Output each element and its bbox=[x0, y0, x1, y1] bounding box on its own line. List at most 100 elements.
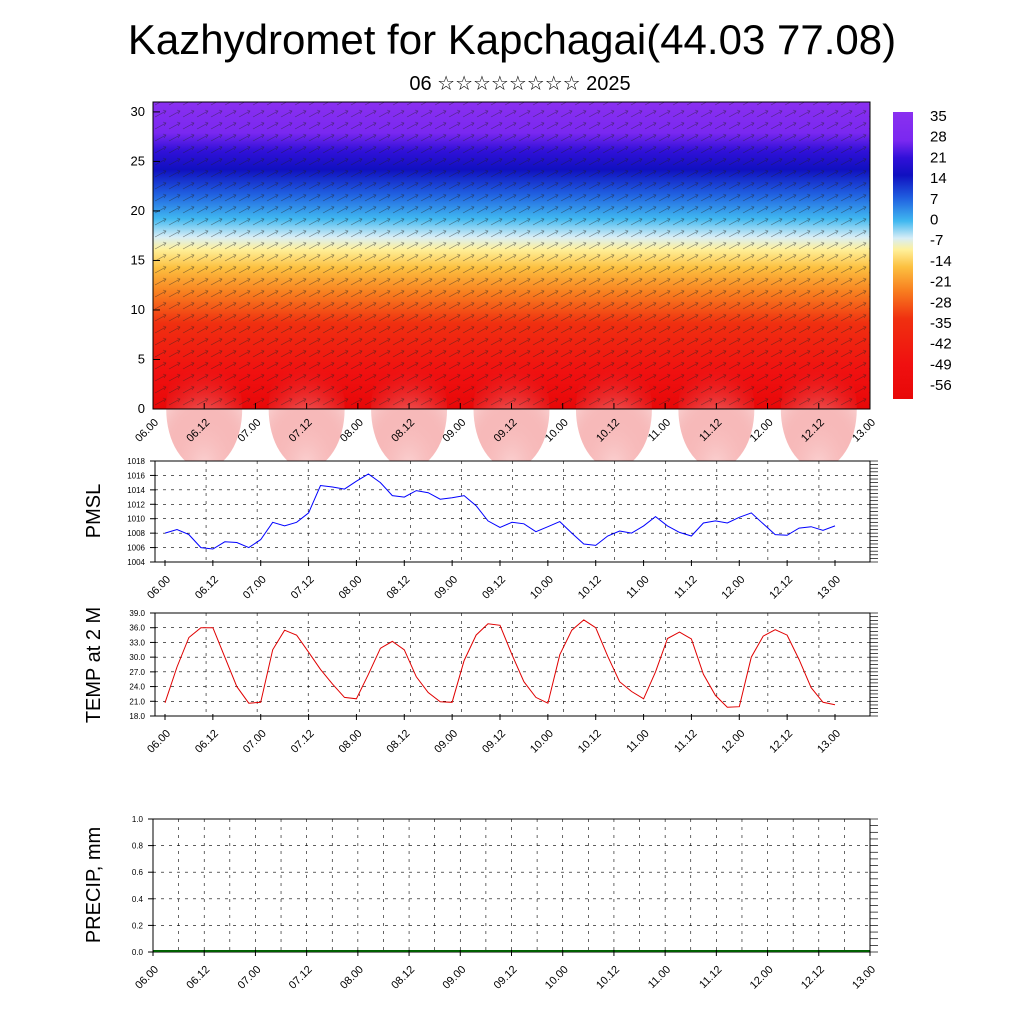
temp-x-tick-label: 10.00 bbox=[528, 728, 556, 756]
pmsl-y-tick-label: 1016 bbox=[127, 471, 145, 480]
colorbar-label: 0 bbox=[930, 212, 938, 229]
temp-x-tick-label: 07.00 bbox=[241, 728, 269, 756]
colorbar-label: 14 bbox=[930, 170, 947, 187]
precip-y-tick-label: 0.0 bbox=[132, 948, 144, 957]
precip-grid bbox=[153, 818, 878, 953]
pmsl-x-tick-label: 13.00 bbox=[815, 574, 843, 602]
temp-x-ticks: 06.00 06.12 07.00 07.12 08.00 08.12 09.00 09.12… bbox=[145, 714, 843, 756]
temp-x-tick-label: 06.00 bbox=[145, 728, 173, 756]
colorbar-label: -35 bbox=[930, 315, 952, 332]
temp-panel: 18.0 21.0 24.0 27.0 30.0 33.0 36.0 39.0 06.00 06… bbox=[83, 607, 878, 756]
temp-frame bbox=[154, 612, 871, 717]
pmsl-y-ticks: 1004 1006 1008 1010 1012 1014 1016 1018 bbox=[127, 457, 156, 567]
colorbar-ramp bbox=[893, 112, 913, 399]
pmsl-y-tick-label: 1004 bbox=[127, 558, 145, 567]
pmsl-x-tick-label: 10.12 bbox=[576, 574, 604, 602]
precip-x-tick-label: 07.00 bbox=[236, 964, 264, 992]
colorbar-label: -7 bbox=[930, 232, 943, 249]
precip-x-tick-label: 12.12 bbox=[799, 964, 827, 992]
pmsl-x-tick-label: 06.12 bbox=[193, 574, 221, 602]
pmsl-y-tick-label: 1018 bbox=[127, 457, 145, 466]
pmsl-x-tick-label: 12.00 bbox=[719, 574, 747, 602]
temp-x-tick-label: 13.00 bbox=[815, 728, 843, 756]
pmsl-x-tick-label: 08.00 bbox=[337, 574, 365, 602]
pmsl-x-ticks: 06.00 06.12 07.00 07.12 08.00 08.12 09.00 09.12… bbox=[145, 560, 843, 602]
precip-y-axis-label: PRECIP, mm bbox=[83, 827, 105, 943]
cross-section-y-tick-label: 10 bbox=[131, 302, 145, 317]
precip-panel: 0.00.20.40.60.81.0 06.00 06.12 07.00 07.12 0… bbox=[83, 815, 878, 992]
temp-x-tick-label: 06.12 bbox=[193, 728, 221, 756]
precip-x-ticks: 06.00 06.12 07.00 07.12 08.00 08.12 09.00 09.12… bbox=[133, 950, 878, 992]
colorbar: 35 28 21 14 7 0 -7 -14 -21 -28 -35 -42 -49 -56 bbox=[893, 108, 952, 399]
temp-y-tick-label: 39.0 bbox=[129, 609, 145, 618]
pmsl-x-tick-label: 11.00 bbox=[624, 574, 651, 601]
pmsl-y-tick-label: 1014 bbox=[127, 486, 145, 495]
colorbar-label: -28 bbox=[930, 294, 952, 311]
precip-x-tick-label: 10.12 bbox=[594, 964, 622, 992]
precip-x-tick-label: 08.00 bbox=[338, 964, 366, 992]
cross-section-y-tick-label: 5 bbox=[138, 351, 145, 366]
colorbar-label: -21 bbox=[930, 274, 952, 291]
temp-x-tick-label: 12.12 bbox=[767, 728, 795, 756]
cross-section-x-tick-label: 06.00 bbox=[133, 417, 161, 445]
temp-x-tick-label: 12.00 bbox=[719, 728, 747, 756]
temp-y-axis-label: TEMP at 2 M bbox=[83, 607, 105, 723]
pmsl-y-tick-label: 1006 bbox=[127, 544, 145, 553]
temp-x-tick-label: 11.00 bbox=[624, 728, 651, 755]
wind-barbs-overlay bbox=[153, 102, 870, 409]
temp-y-tick-label: 33.0 bbox=[129, 638, 145, 647]
precip-y-ticks: 0.0 0.2 0.4 0.6 0.8 1.0 bbox=[132, 815, 154, 957]
precip-x-tick-label: 09.12 bbox=[492, 964, 520, 992]
precip-x-tick-label: 06.00 bbox=[133, 964, 161, 992]
temp-x-tick-label: 09.12 bbox=[480, 728, 508, 756]
pmsl-x-tick-label: 06.00 bbox=[145, 574, 173, 602]
precip-y-tick-label: 0.4 bbox=[132, 895, 144, 904]
precip-x-tick-label: 11.00 bbox=[646, 964, 673, 991]
temp-x-tick-label: 08.00 bbox=[337, 728, 365, 756]
pmsl-y-tick-label: 1010 bbox=[127, 515, 145, 524]
pmsl-y-axis-label: PMSL bbox=[83, 484, 105, 538]
chart-subtitle: 06 ☆☆☆☆☆☆☆☆ 2025 bbox=[409, 73, 631, 95]
colorbar-labels: 35 28 21 14 7 0 -7 -14 -21 -28 -35 -42 -49 -56 bbox=[930, 108, 952, 394]
temp-y-tick-label: 21.0 bbox=[129, 697, 145, 706]
chart-title: Kazhydromet for Kapchagai(44.03 77.08) bbox=[127, 16, 897, 63]
pmsl-x-tick-label: 11.12 bbox=[672, 574, 699, 601]
temp-y-tick-label: 27.0 bbox=[129, 668, 145, 677]
pmsl-x-tick-label: 12.12 bbox=[767, 574, 795, 602]
temp-x-tick-label: 10.12 bbox=[576, 728, 604, 756]
temp-x-tick-label: 09.00 bbox=[432, 728, 460, 756]
precip-x-tick-label: 08.12 bbox=[389, 964, 417, 992]
colorbar-label: -49 bbox=[930, 356, 952, 373]
colorbar-label: 35 bbox=[930, 108, 947, 125]
precip-y-tick-label: 0.6 bbox=[132, 868, 144, 877]
cross-section-y-tick-label: 25 bbox=[131, 153, 145, 168]
colorbar-label: 28 bbox=[930, 129, 947, 146]
pmsl-x-tick-label: 09.12 bbox=[480, 574, 508, 602]
temp-y-tick-label: 24.0 bbox=[129, 683, 145, 692]
temp-x-tick-label: 08.12 bbox=[384, 728, 412, 756]
colorbar-label: 21 bbox=[930, 149, 947, 166]
temp-grid bbox=[155, 612, 878, 717]
temp-y-tick-label: 30.0 bbox=[129, 653, 145, 662]
cross-section-y-tick-label: 20 bbox=[131, 203, 145, 218]
colorbar-label: -42 bbox=[930, 336, 952, 353]
pmsl-x-tick-label: 09.00 bbox=[432, 574, 460, 602]
temp-x-tick-label: 11.12 bbox=[672, 728, 699, 755]
pmsl-series-line bbox=[164, 473, 836, 550]
pmsl-y-tick-label: 1008 bbox=[127, 529, 145, 538]
temp-y-tick-label: 36.0 bbox=[129, 624, 145, 633]
precip-x-tick-label: 12.00 bbox=[748, 964, 776, 992]
colorbar-label: -14 bbox=[930, 253, 952, 270]
pmsl-x-tick-label: 07.12 bbox=[289, 574, 317, 602]
precip-y-tick-label: 1.0 bbox=[132, 815, 144, 824]
precip-y-tick-label: 0.2 bbox=[132, 921, 144, 930]
colorbar-label: 7 bbox=[930, 191, 938, 208]
pmsl-x-tick-label: 07.00 bbox=[241, 574, 269, 602]
cross-section-y-tick-label: 30 bbox=[131, 104, 145, 119]
precip-x-tick-label: 13.00 bbox=[850, 964, 878, 992]
temp-y-tick-label: 18.0 bbox=[129, 712, 145, 721]
pmsl-grid bbox=[155, 460, 878, 563]
